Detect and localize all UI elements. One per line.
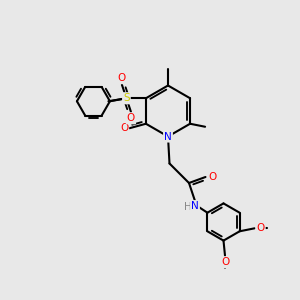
- Text: S: S: [123, 93, 130, 103]
- Text: O: O: [256, 223, 265, 233]
- Text: N: N: [191, 201, 199, 211]
- Text: H: H: [184, 202, 191, 212]
- Text: O: O: [208, 172, 216, 182]
- Text: O: O: [127, 113, 135, 123]
- Text: N: N: [164, 131, 172, 142]
- Text: O: O: [120, 123, 128, 133]
- Text: O: O: [118, 73, 126, 83]
- Text: O: O: [221, 257, 229, 267]
